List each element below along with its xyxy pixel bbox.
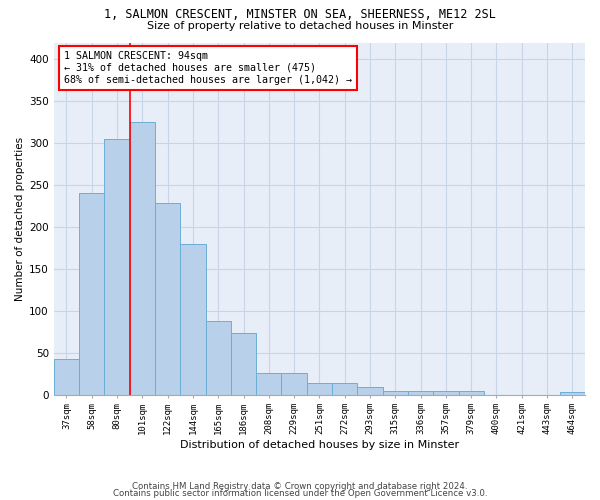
Text: 1 SALMON CRESCENT: 94sqm
← 31% of detached houses are smaller (475)
68% of semi-: 1 SALMON CRESCENT: 94sqm ← 31% of detach… [64,52,352,84]
Bar [104,139,130,394]
Text: Contains public sector information licensed under the Open Government Licence v3: Contains public sector information licen… [113,490,487,498]
Text: Contains HM Land Registry data © Crown copyright and database right 2024.: Contains HM Land Registry data © Crown c… [132,482,468,491]
Bar [458,391,484,394]
Bar [130,122,155,394]
Bar [383,391,408,394]
Bar [155,204,180,394]
Bar [79,192,104,394]
Bar [307,383,332,394]
Bar [358,387,383,394]
Bar [54,360,79,394]
Bar [206,321,231,394]
X-axis label: Distribution of detached houses by size in Minster: Distribution of detached houses by size … [180,440,459,450]
Bar [332,383,358,394]
Y-axis label: Number of detached properties: Number of detached properties [15,136,25,300]
Text: 1, SALMON CRESCENT, MINSTER ON SEA, SHEERNESS, ME12 2SL: 1, SALMON CRESCENT, MINSTER ON SEA, SHEE… [104,8,496,20]
Bar [256,373,281,394]
Bar [180,244,206,394]
Bar [560,392,585,394]
Bar [433,391,458,394]
Bar [408,391,433,394]
Text: Size of property relative to detached houses in Minster: Size of property relative to detached ho… [147,21,453,31]
Bar [231,334,256,394]
Bar [281,373,307,394]
